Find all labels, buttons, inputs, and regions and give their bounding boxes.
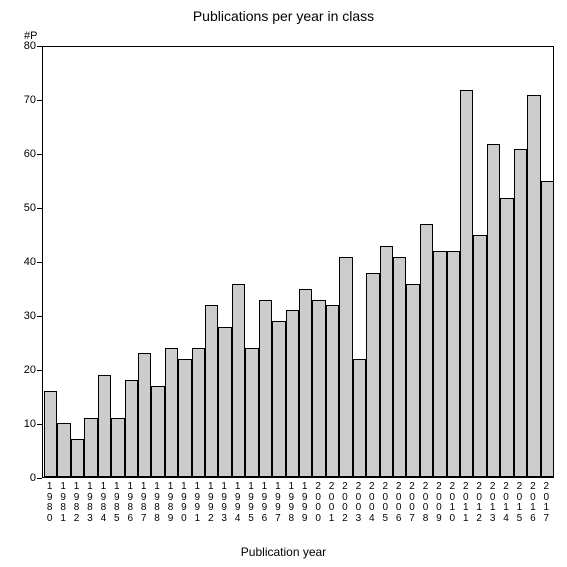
bar (218, 327, 231, 478)
chart-container: Publications per year in class #P Public… (0, 0, 567, 567)
y-tick-label: 30 (14, 310, 36, 322)
bar (151, 386, 164, 477)
x-tick-label: 1988 (150, 482, 163, 524)
x-tick-label: 1992 (204, 482, 217, 524)
x-tick-label: 1999 (298, 482, 311, 524)
x-tick-label: 1990 (177, 482, 190, 524)
bar (192, 348, 205, 477)
x-tick-label: 2006 (392, 482, 405, 524)
y-tick-label: 10 (14, 418, 36, 430)
bar (44, 391, 57, 477)
x-tick-label: 1982 (70, 482, 83, 524)
bar (433, 251, 446, 477)
y-tick-label: 60 (14, 148, 36, 160)
bar (514, 149, 527, 477)
y-tick (37, 424, 42, 425)
bar (84, 418, 97, 477)
y-tick-label: 50 (14, 202, 36, 214)
bar (541, 181, 554, 477)
x-tick-label: 2004 (365, 482, 378, 524)
x-tick-label: 2017 (540, 482, 553, 524)
y-tick (37, 100, 42, 101)
y-tick (37, 316, 42, 317)
x-tick-label: 1994 (231, 482, 244, 524)
y-tick-label: 70 (14, 94, 36, 106)
y-tick-label: 0 (14, 472, 36, 484)
bar (98, 375, 111, 477)
bar (286, 310, 299, 477)
x-tick-label: 1986 (124, 482, 137, 524)
x-tick-label: 2011 (459, 482, 472, 524)
x-tick-label: 2010 (446, 482, 459, 524)
plot-area (42, 46, 554, 478)
bar (406, 284, 419, 478)
x-tick-label: 1985 (110, 482, 123, 524)
x-tick-label: 1995 (244, 482, 257, 524)
x-tick-label: 2001 (325, 482, 338, 524)
chart-title: Publications per year in class (0, 8, 567, 24)
x-tick-label: 2008 (419, 482, 432, 524)
x-tick-label: 1983 (83, 482, 96, 524)
bar (178, 359, 191, 477)
bar (460, 90, 473, 477)
bar (57, 423, 70, 477)
x-tick-label: 2016 (526, 482, 539, 524)
bar (165, 348, 178, 477)
x-tick-label: 2005 (379, 482, 392, 524)
x-tick-label: 2007 (405, 482, 418, 524)
bar (326, 305, 339, 477)
x-tick-label: 1991 (191, 482, 204, 524)
x-tick-label: 1998 (285, 482, 298, 524)
x-tick-label: 2012 (472, 482, 485, 524)
bar (205, 305, 218, 477)
bar (299, 289, 312, 477)
bar (353, 359, 366, 477)
x-axis-label: Publication year (0, 545, 567, 559)
y-tick (37, 46, 42, 47)
bar (473, 235, 486, 477)
bar (232, 284, 245, 478)
x-tick-label: 1989 (164, 482, 177, 524)
bar (366, 273, 379, 477)
x-tick-label: 1981 (56, 482, 69, 524)
bar (420, 224, 433, 477)
y-tick (37, 370, 42, 371)
bar (487, 144, 500, 477)
bar (380, 246, 393, 477)
bar (500, 198, 513, 478)
bar (393, 257, 406, 477)
x-tick-label: 1993 (217, 482, 230, 524)
x-tick-label: 2002 (338, 482, 351, 524)
x-tick-label: 2014 (499, 482, 512, 524)
y-tick (37, 478, 42, 479)
y-tick-label: 80 (14, 40, 36, 52)
x-tick-label: 1997 (271, 482, 284, 524)
x-tick-label: 2000 (311, 482, 324, 524)
y-tick-label: 20 (14, 364, 36, 376)
bar (138, 353, 151, 477)
x-tick-label: 1987 (137, 482, 150, 524)
bar (111, 418, 124, 477)
x-tick-label: 2013 (486, 482, 499, 524)
y-tick-label: 40 (14, 256, 36, 268)
bar (71, 439, 84, 477)
y-tick (37, 262, 42, 263)
bar (527, 95, 540, 477)
y-tick (37, 154, 42, 155)
bar (339, 257, 352, 477)
bar (245, 348, 258, 477)
y-tick (37, 208, 42, 209)
x-tick-label: 2003 (352, 482, 365, 524)
bar (447, 251, 460, 477)
x-tick-label: 2009 (432, 482, 445, 524)
bar (125, 380, 138, 477)
bar (272, 321, 285, 477)
x-tick-label: 1996 (258, 482, 271, 524)
x-tick-label: 1980 (43, 482, 56, 524)
bar (259, 300, 272, 477)
x-tick-label: 2015 (513, 482, 526, 524)
bar (312, 300, 325, 477)
x-tick-label: 1984 (97, 482, 110, 524)
